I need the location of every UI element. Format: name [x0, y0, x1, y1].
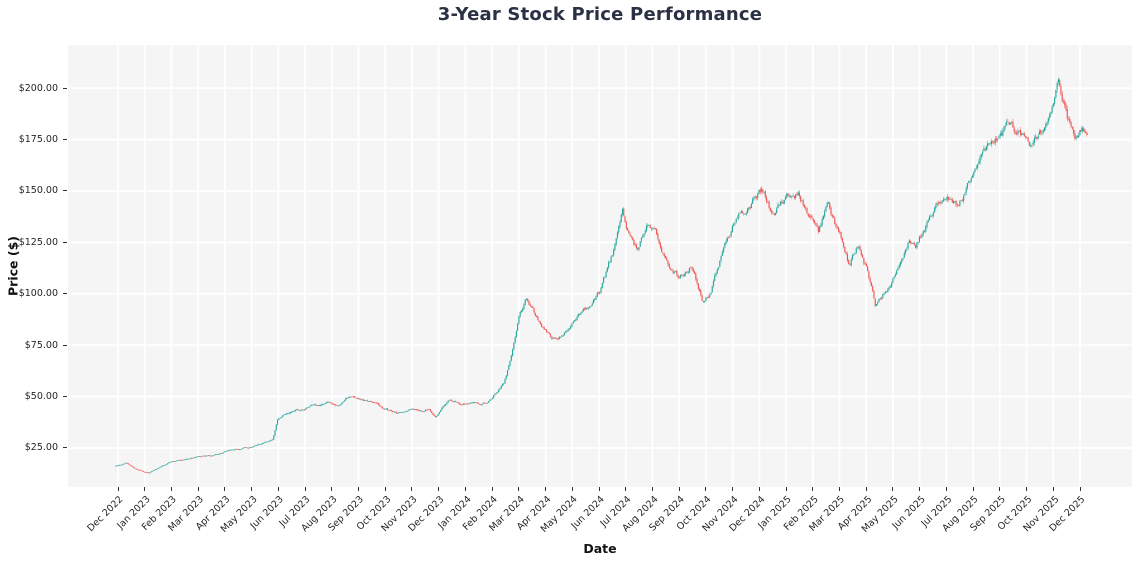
x-tick-mark — [277, 487, 279, 491]
x-tick-mark — [224, 487, 226, 491]
x-tick-mark — [571, 487, 573, 491]
y-tick-mark — [63, 139, 67, 141]
y-tick-mark — [63, 344, 67, 346]
y-tick-label: $200.00 — [18, 82, 58, 94]
x-tick-mark — [1079, 487, 1081, 491]
y-axis-label: Price ($) — [5, 236, 21, 296]
y-tick-mark — [63, 190, 67, 192]
x-tick-mark — [251, 487, 253, 491]
x-tick-mark — [999, 487, 1001, 491]
x-tick-mark — [732, 487, 734, 491]
y-tick-mark — [63, 241, 67, 243]
x-tick-mark — [678, 487, 680, 491]
x-tick-mark — [384, 487, 386, 491]
x-tick-mark — [758, 487, 760, 491]
y-tick-label: $175.00 — [18, 134, 58, 146]
x-tick-mark — [170, 487, 172, 491]
x-tick-mark — [438, 487, 440, 491]
x-tick-mark — [625, 487, 627, 491]
x-tick-mark — [598, 487, 600, 491]
x-tick-mark — [545, 487, 547, 491]
x-tick-mark — [197, 487, 199, 491]
y-tick-label: $50.00 — [24, 391, 58, 403]
x-tick-mark — [705, 487, 707, 491]
x-tick-mark — [892, 487, 894, 491]
y-tick-label: $125.00 — [18, 236, 58, 248]
y-tick-label: $100.00 — [18, 288, 58, 300]
x-tick-mark — [117, 487, 119, 491]
candlestick-canvas — [68, 45, 1132, 487]
x-tick-mark — [1052, 487, 1054, 491]
x-tick-mark — [919, 487, 921, 491]
x-tick-mark — [865, 487, 867, 491]
y-tick-label: $25.00 — [24, 442, 58, 454]
plot-area — [68, 45, 1132, 487]
y-tick-mark — [63, 396, 67, 398]
x-tick-mark — [358, 487, 359, 491]
x-tick-mark — [491, 487, 493, 491]
x-tick-mark — [812, 487, 814, 491]
y-tick-mark — [63, 87, 67, 89]
y-tick-label: $75.00 — [24, 339, 58, 351]
y-tick-mark — [63, 293, 67, 295]
x-tick-mark — [1026, 487, 1028, 491]
x-tick-mark — [304, 487, 306, 491]
x-tick-mark — [518, 487, 520, 491]
x-tick-mark — [411, 487, 413, 491]
y-tick-mark — [63, 447, 67, 449]
x-tick-mark — [945, 487, 947, 491]
chart-title: 3-Year Stock Price Performance — [437, 4, 763, 25]
x-tick-mark — [144, 487, 146, 491]
x-axis-label: Date — [583, 541, 617, 556]
x-tick-mark — [464, 487, 466, 491]
x-tick-mark — [839, 487, 840, 491]
x-tick-mark — [785, 487, 787, 491]
x-tick-mark — [651, 487, 653, 491]
y-tick-label: $150.00 — [18, 185, 58, 197]
x-tick-mark — [331, 487, 333, 491]
x-tick-mark — [972, 487, 974, 491]
